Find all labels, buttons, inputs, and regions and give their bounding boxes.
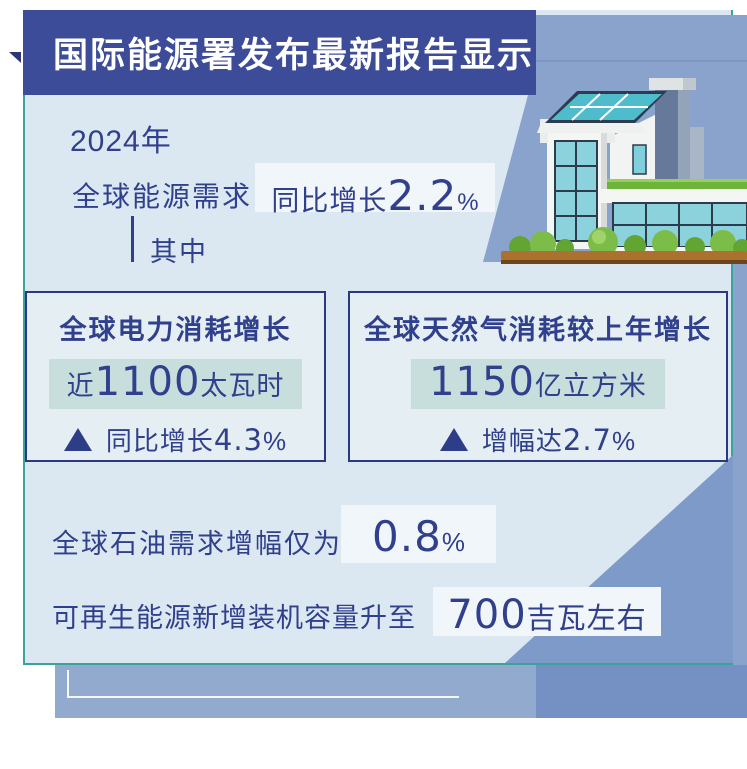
oil-demand-label: 全球石油需求增幅仅为 <box>52 529 342 559</box>
electricity-stat-card: 全球电力消耗增长 近 1100 太瓦时 同比增长4.3% <box>25 291 326 462</box>
delta-label: 增幅达2.7% <box>481 423 637 457</box>
oil-value-box: 0.8 % <box>341 505 496 563</box>
amount-prefix: 近 <box>66 371 95 401</box>
bottom-shadow-card-left <box>55 665 536 718</box>
right-blue-sliver <box>733 262 747 718</box>
growth-value: 2.2 <box>387 171 458 220</box>
year-label: 2024年 <box>70 125 172 158</box>
renewables-unit: 吉瓦左右 <box>526 603 647 635</box>
energy-demand-value-box: 同比增长 2.2 % <box>255 163 495 220</box>
among-label: 其中 <box>150 237 208 267</box>
page-title: 国际能源署发布最新报告显示 <box>53 36 535 75</box>
amount-unit: 太瓦时 <box>200 371 285 401</box>
energy-demand-label: 全球能源需求 <box>72 181 253 212</box>
renewables-value-box: 700 吉瓦左右 <box>433 587 661 638</box>
increase-triangle-icon <box>63 428 92 451</box>
electricity-delta-row: 同比增长4.3% <box>63 421 288 458</box>
bottom-shadow-card-right <box>536 665 747 718</box>
door-icon <box>632 144 647 175</box>
increase-triangle-icon <box>439 428 468 451</box>
green-roof <box>607 179 747 189</box>
electricity-amount-highlight: 近 1100 太瓦时 <box>48 359 303 409</box>
growth-prefix: 同比增长 <box>271 185 388 216</box>
natural-gas-stat-card: 全球天然气消耗较上年增长 1150 亿立方米 增幅达2.7% <box>348 291 728 462</box>
delta-label: 同比增长4.3% <box>105 423 288 457</box>
oil-unit: % <box>441 527 465 557</box>
growth-unit: % <box>457 189 479 216</box>
oil-value: 0.8 <box>372 512 442 561</box>
amount-value: 1150 <box>429 359 535 405</box>
building-illustration <box>501 78 747 264</box>
ribbon-fold-icon <box>9 52 21 63</box>
band-horizon-line <box>528 60 747 62</box>
natural-gas-delta-row: 增幅达2.7% <box>439 421 637 458</box>
ground-strip <box>501 251 747 260</box>
electricity-title: 全球电力消耗增长 <box>59 315 292 345</box>
header-banner: 国际能源署发布最新报告显示 <box>23 10 536 95</box>
bottom-card-outline-horizontal <box>67 696 459 698</box>
among-connector-line <box>131 216 134 262</box>
renewables-value: 700 <box>447 592 527 638</box>
amount-value: 1100 <box>94 359 201 405</box>
bottom-card-outline-vertical <box>67 670 69 698</box>
amount-unit: 亿立方米 <box>534 371 647 401</box>
renewables-label: 可再生能源新增装机容量升至 <box>52 603 416 633</box>
natural-gas-title: 全球天然气消耗较上年增长 <box>364 315 712 345</box>
natural-gas-amount-highlight: 1150 亿立方米 <box>411 359 665 409</box>
